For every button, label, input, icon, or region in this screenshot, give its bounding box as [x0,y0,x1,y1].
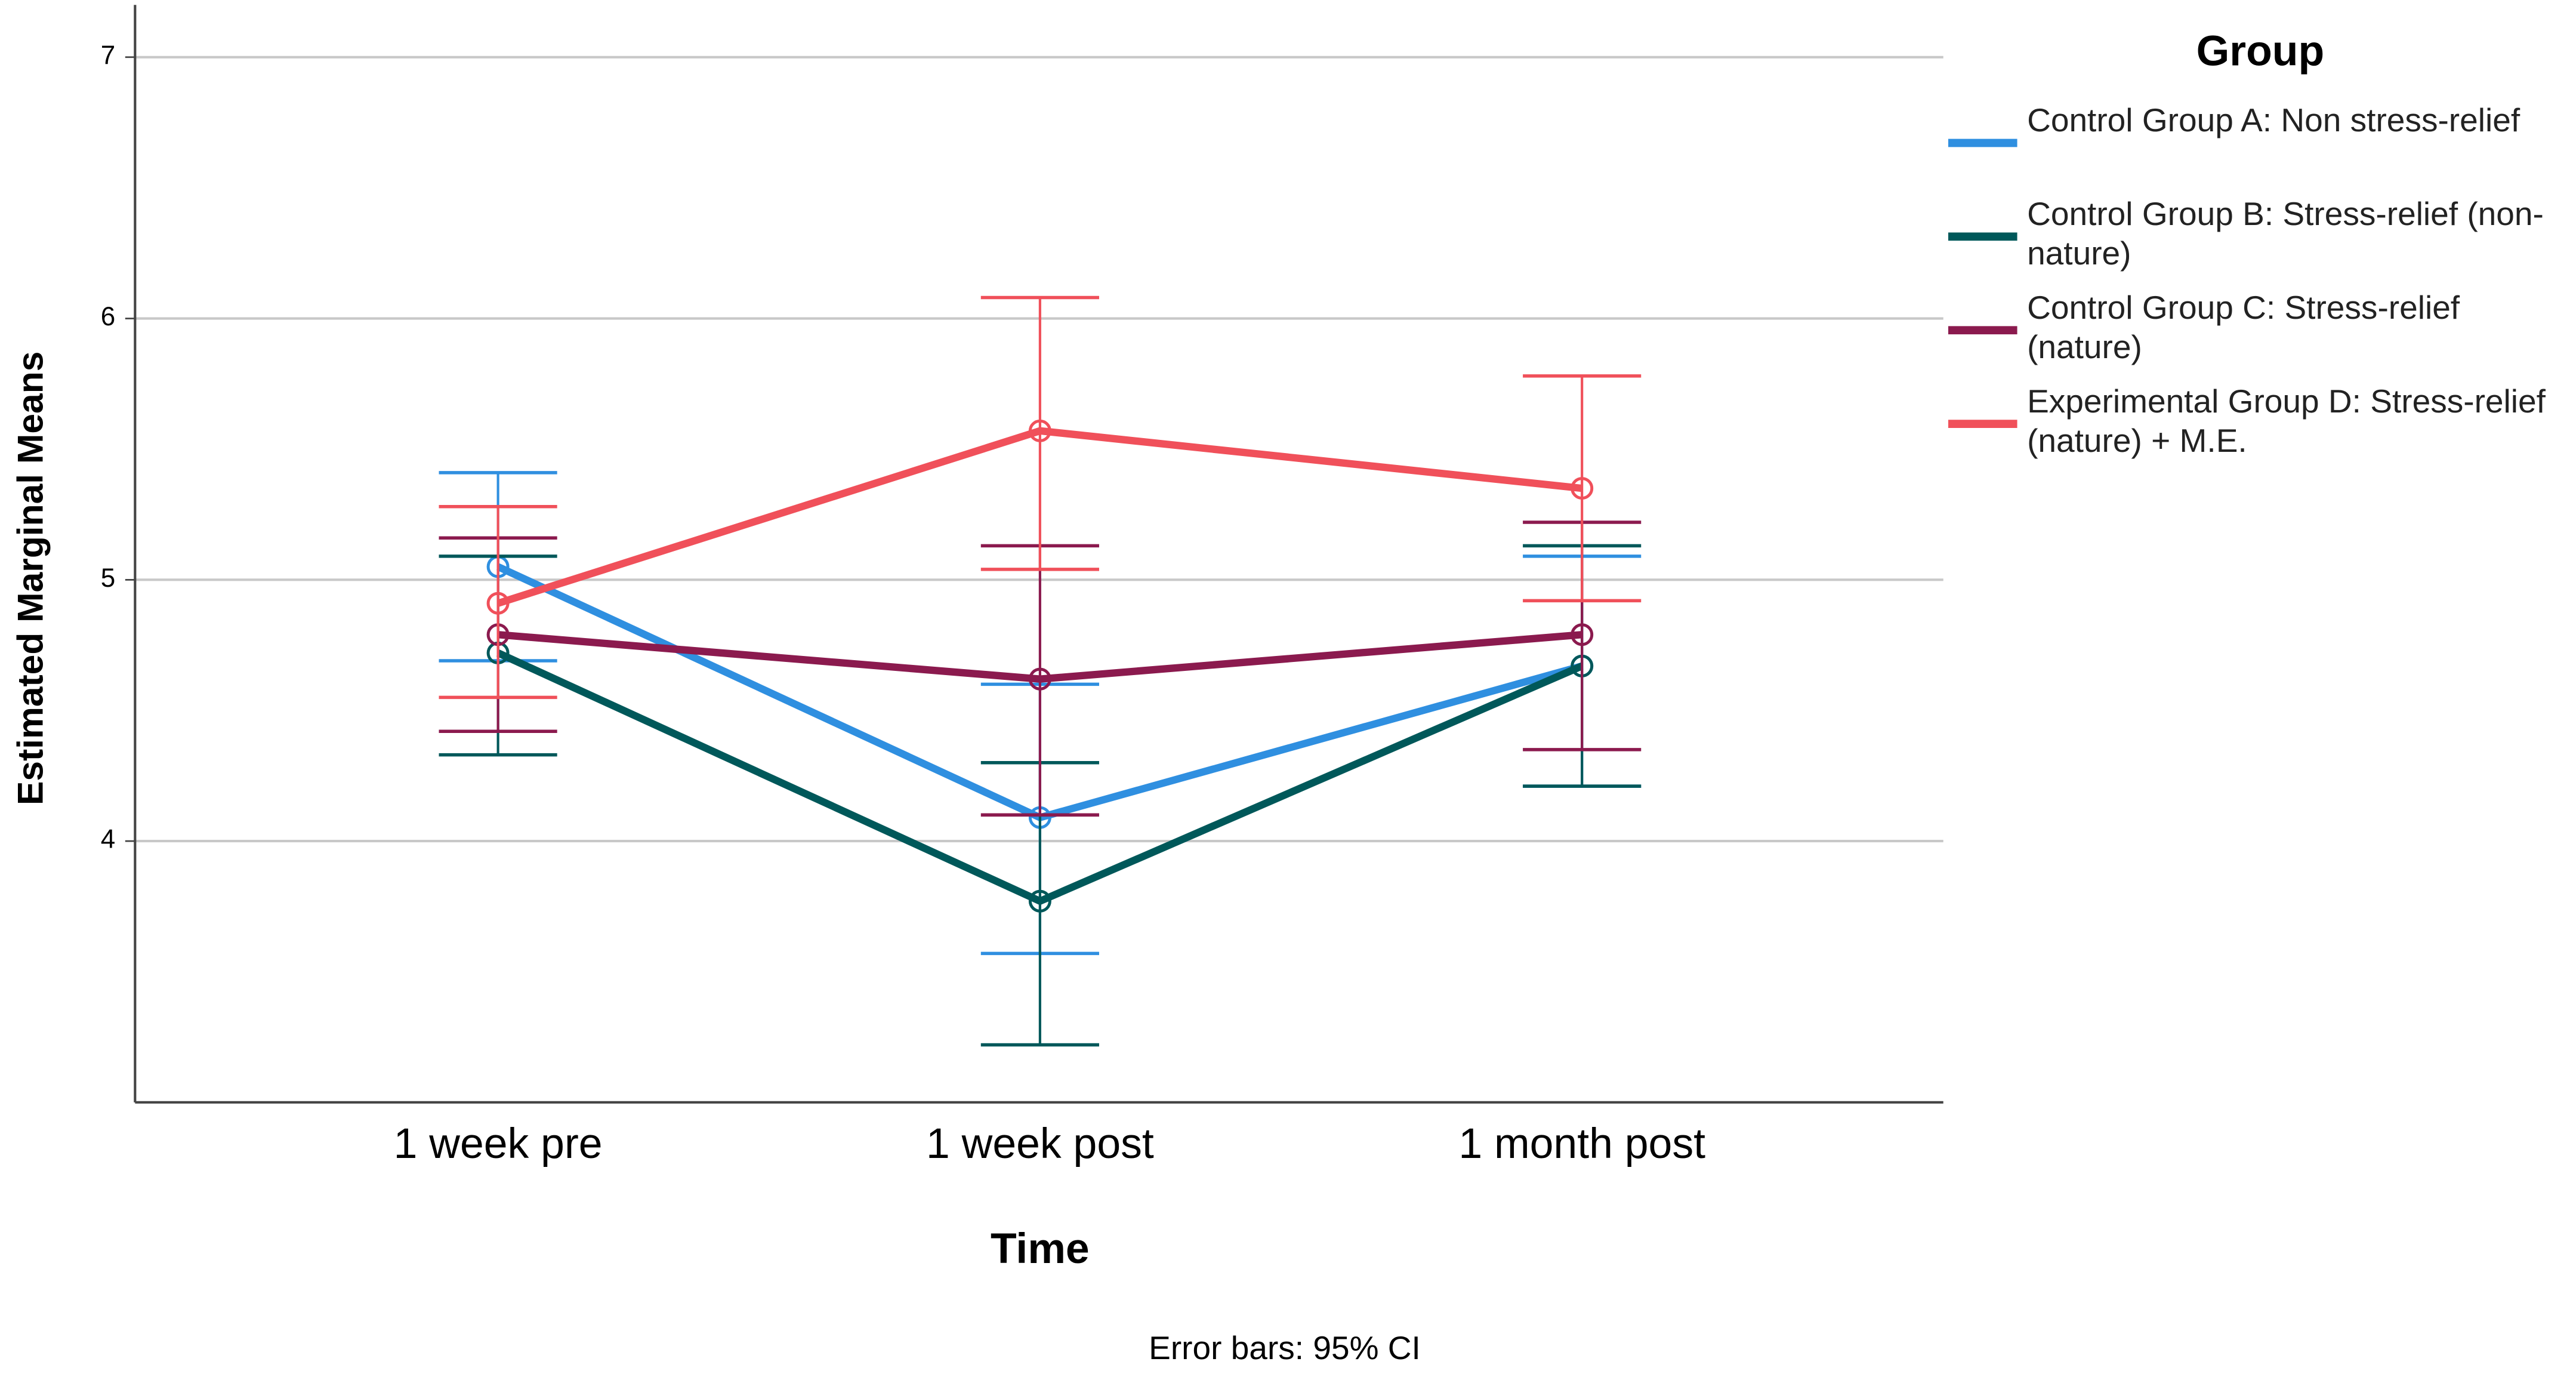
x-axis-label: Time [991,1225,1090,1273]
legend-entry: Control Group A: Non stress-relief [2027,103,2521,140]
x-tick-label: 1 month post [1458,1120,1705,1168]
line [496,427,1582,607]
series [439,295,1642,700]
x-tick-label: 1 week post [926,1120,1154,1168]
note: Error bars: 95% CI [1149,1329,1421,1366]
y-tick-label: 6 [101,302,115,331]
marker [486,592,510,615]
legend-title: Group [2196,27,2325,75]
legend-entry: Control Group C: Stress-relief (nature) [2027,291,2460,366]
y-tick-label: 4 [101,825,115,854]
marker [1028,667,1051,691]
x-tick-label: 1 week pre [394,1120,603,1168]
legend-entry: Control Group B: Stress-relief (non-natu… [2027,197,2544,273]
line [496,649,1584,905]
line [498,631,1582,683]
legend-label: Control Group A: Non stress-relief [2027,103,2521,140]
legend-entry: Experimental Group D: Stress-relief (nat… [2027,384,2546,460]
marker [1571,623,1594,646]
y-tick-label: 5 [101,563,115,593]
marker [1028,889,1051,913]
legend-label: Control Group B: Stress-relief (non-natu… [2027,197,2544,273]
legend-label: Control Group C: Stress-relief (nature) [2027,291,2460,366]
y-tick-label: 7 [101,41,115,70]
y-axis-label: Estimated Marginal Means [10,352,51,805]
marker [1028,419,1051,442]
legend-label: Experimental Group D: Stress-relief (nat… [2027,384,2546,460]
marker [1571,477,1594,500]
